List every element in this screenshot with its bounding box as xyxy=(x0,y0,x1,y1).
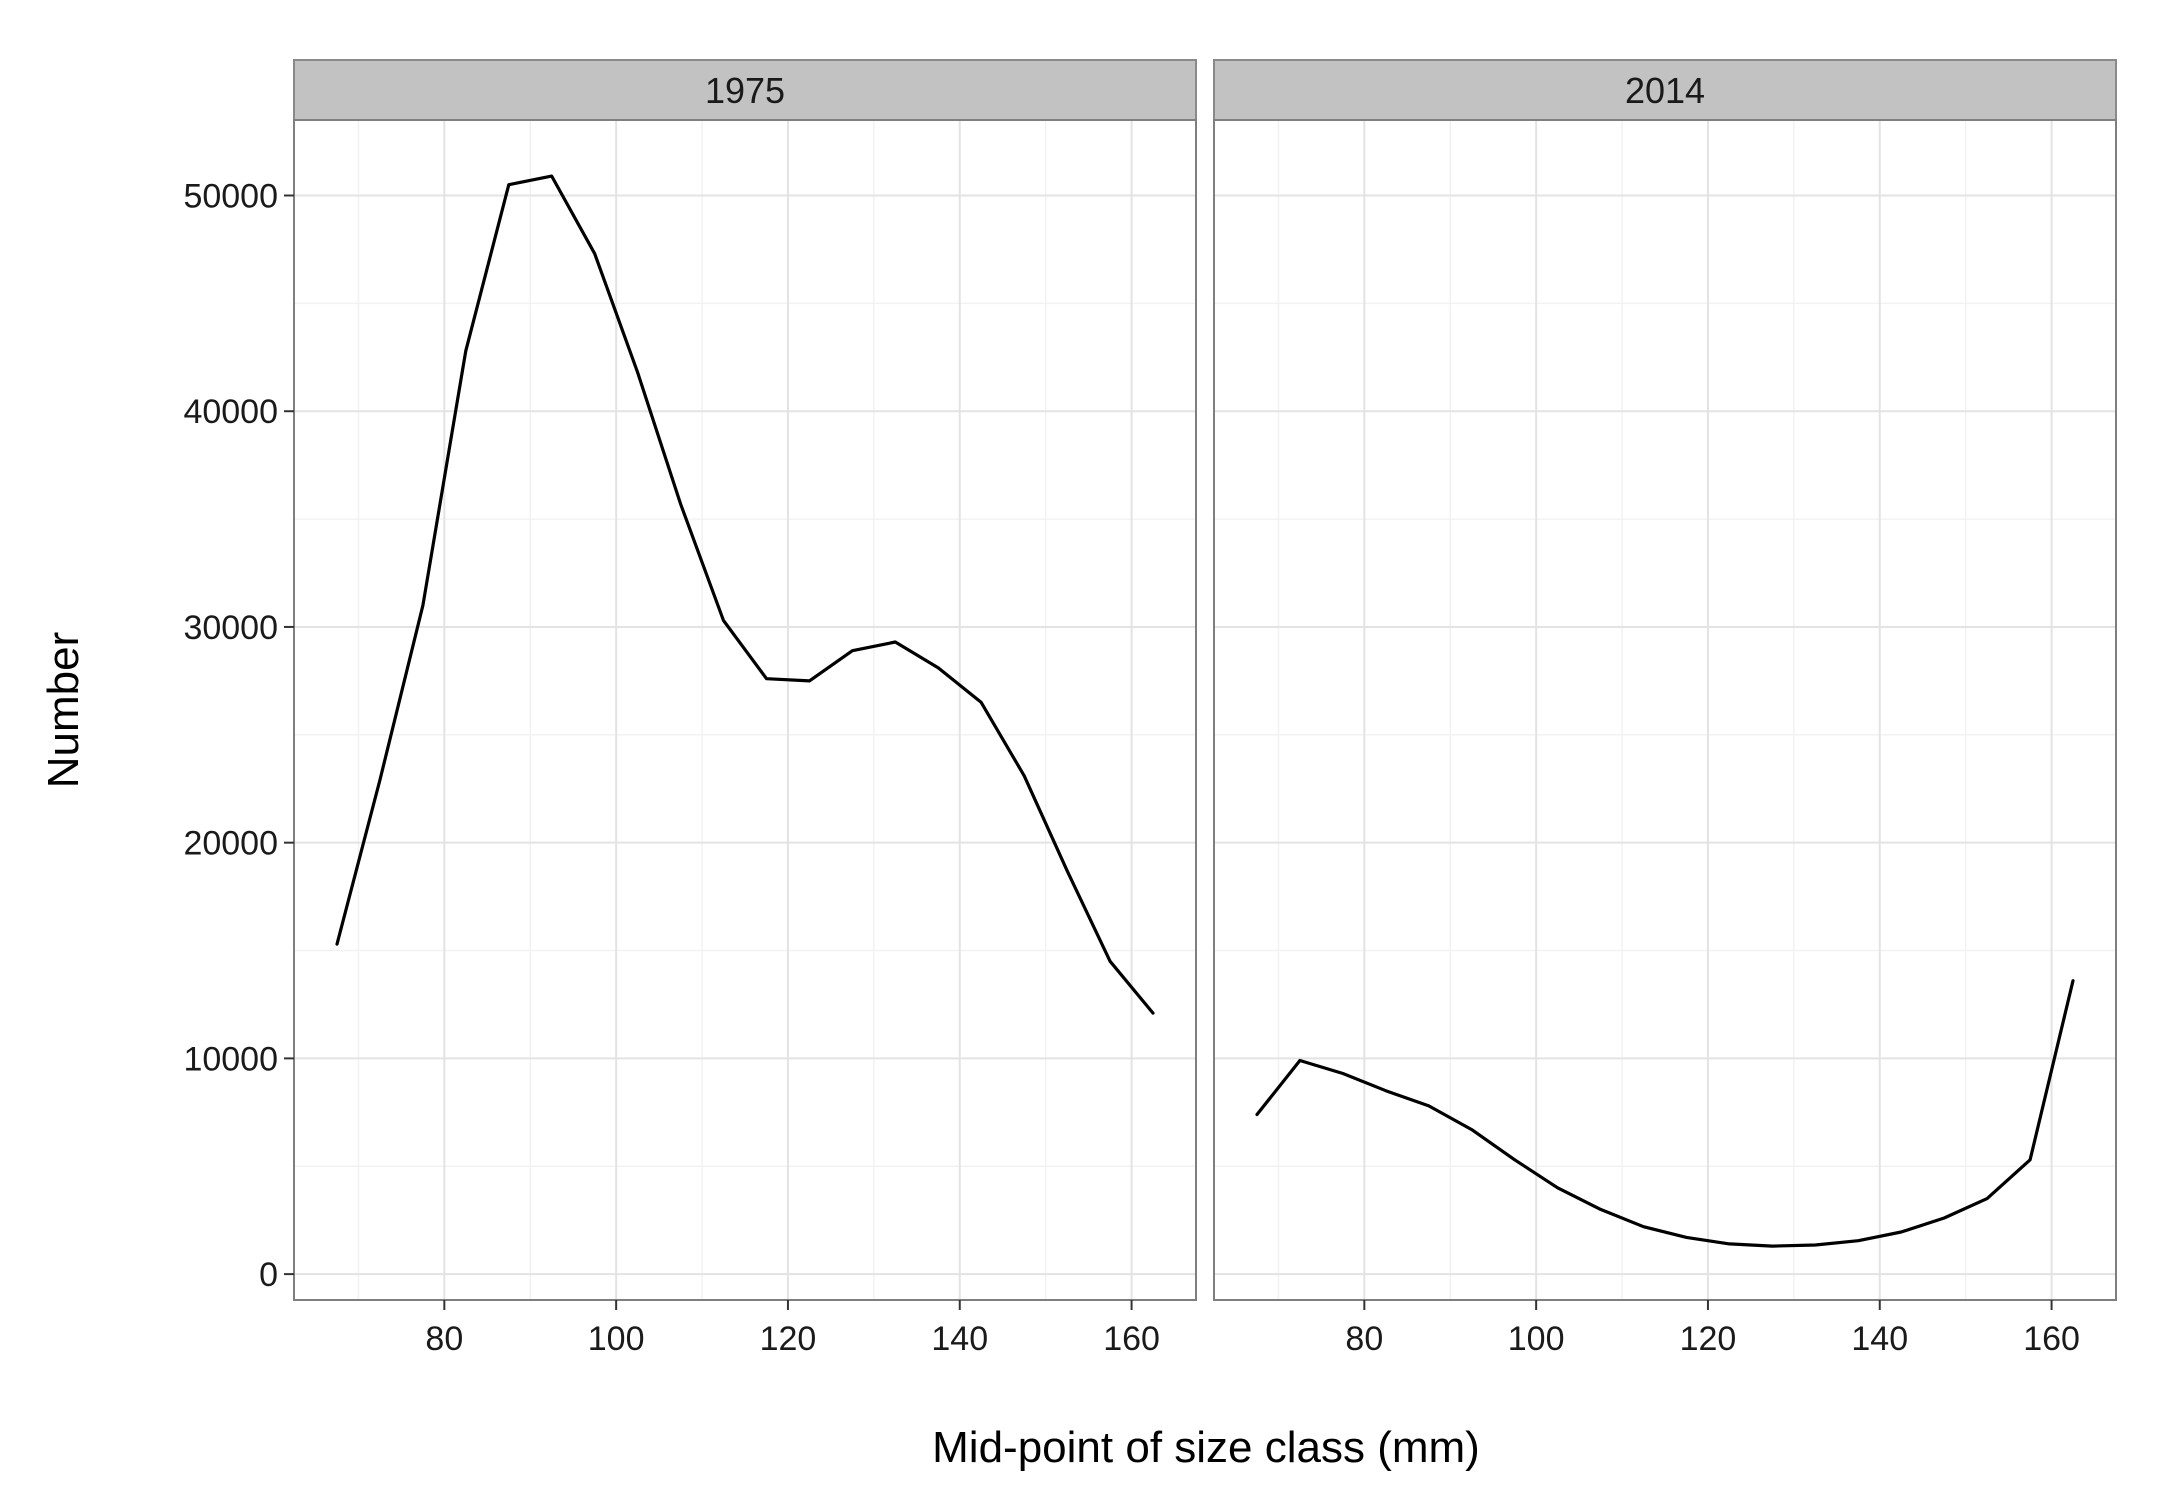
data-point xyxy=(2028,1158,2032,1162)
data-point xyxy=(1642,1225,1646,1229)
panel-border xyxy=(1213,119,2117,1301)
data-point xyxy=(1151,1011,1155,1015)
data-point xyxy=(1556,1186,1560,1190)
y-tick-label: 0 xyxy=(259,1256,278,1294)
data-point xyxy=(936,666,940,670)
panel-border xyxy=(293,119,1197,1301)
y-tick-label: 20000 xyxy=(183,825,278,863)
x-tick-label: 100 xyxy=(1508,1320,1565,1358)
data-point xyxy=(1985,1197,1989,1201)
y-axis-title: Number xyxy=(39,632,88,789)
data-point xyxy=(636,370,640,374)
x-tick-label: 80 xyxy=(425,1320,463,1358)
data-point xyxy=(550,174,554,178)
data-point xyxy=(1427,1104,1431,1108)
x-tick-label: 120 xyxy=(760,1320,817,1358)
facet-label: 2014 xyxy=(1625,70,1705,111)
data-point xyxy=(1684,1235,1688,1239)
facet-label: 1975 xyxy=(705,70,785,111)
data-point xyxy=(1108,959,1112,963)
data-point xyxy=(1856,1239,1860,1243)
data-point xyxy=(764,677,768,681)
data-point xyxy=(1942,1216,1946,1220)
data-point xyxy=(1770,1244,1774,1248)
data-point xyxy=(2071,979,2075,983)
data-point xyxy=(1599,1207,1603,1211)
data-point xyxy=(1384,1089,1388,1093)
data-point xyxy=(593,252,597,256)
panels: 1975 80 100 120 140 160 2014 80 100 120 140 160 xyxy=(293,59,2117,1358)
data-point xyxy=(1727,1242,1731,1246)
data-point xyxy=(679,502,683,506)
panel-2014: 2014 80 100 120 140 160 xyxy=(1213,59,2117,1358)
data-point xyxy=(1470,1128,1474,1132)
data-point xyxy=(807,679,811,683)
plot-background xyxy=(294,120,1196,1300)
x-tick-label: 120 xyxy=(1680,1320,1737,1358)
data-point xyxy=(1899,1230,1903,1234)
x-tick-label: 160 xyxy=(1103,1320,1160,1358)
y-axis: 0 10000 20000 30000 40000 50000 xyxy=(183,178,294,1294)
facet-strip xyxy=(293,59,1197,121)
x-tick-label: 160 xyxy=(2023,1320,2080,1358)
x-tick-label: 140 xyxy=(931,1320,988,1358)
data-point xyxy=(1513,1158,1517,1162)
y-tick-label: 40000 xyxy=(183,393,278,431)
plot-background xyxy=(1214,120,2116,1300)
data-point xyxy=(1255,1112,1259,1116)
x-axis-title: Mid-point of size class (mm) xyxy=(932,1423,1480,1472)
data-point xyxy=(507,183,511,187)
y-tick-label: 50000 xyxy=(183,178,278,216)
data-point xyxy=(464,349,468,353)
series-line-1975 xyxy=(335,174,1155,1015)
data-point xyxy=(335,942,339,946)
data-point xyxy=(893,640,897,644)
data-point xyxy=(378,778,382,782)
data-point xyxy=(1065,869,1069,873)
y-tick-label: 30000 xyxy=(183,609,278,647)
data-point xyxy=(1298,1059,1302,1063)
x-tick-label: 140 xyxy=(1851,1320,1908,1358)
data-point xyxy=(850,649,854,653)
data-point xyxy=(1341,1071,1345,1075)
data-point xyxy=(722,618,726,622)
data-point xyxy=(421,603,425,607)
facet-strip xyxy=(1213,59,2117,121)
data-point xyxy=(1813,1243,1817,1247)
y-tick-label: 10000 xyxy=(183,1040,278,1078)
series-line-2014 xyxy=(1255,979,2075,1248)
panel-1975: 1975 80 100 120 140 160 xyxy=(293,59,1197,1358)
x-tick-label: 100 xyxy=(588,1320,645,1358)
x-tick-label: 80 xyxy=(1345,1320,1383,1358)
data-point xyxy=(979,700,983,704)
data-point xyxy=(1022,774,1026,778)
